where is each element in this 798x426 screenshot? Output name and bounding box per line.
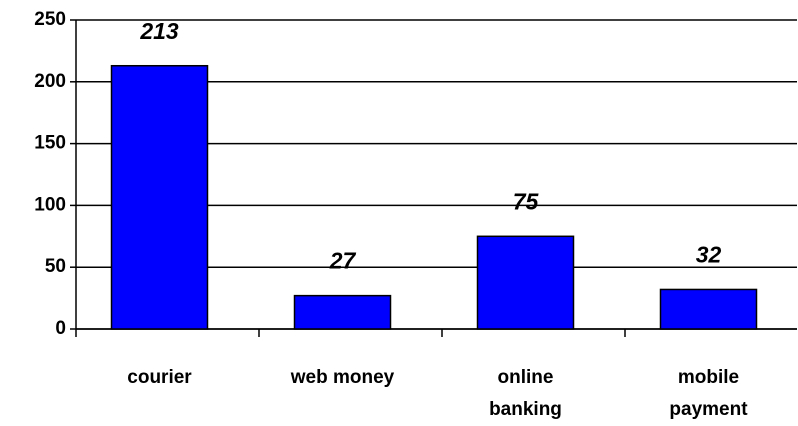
value-label: 75 [513, 188, 540, 214]
bar [659, 288, 758, 330]
x-tick-label: web money [290, 367, 395, 388]
y-tick-label: 50 [45, 256, 66, 277]
x-tick-label: courier [127, 367, 192, 388]
x-tick-label: online banking [489, 367, 562, 420]
value-label: 213 [139, 18, 179, 44]
y-tick-label: 100 [34, 194, 66, 215]
y-tick-label: 0 [55, 318, 66, 339]
y-tick-label: 250 [34, 9, 66, 30]
bar [110, 64, 209, 330]
y-tick-label: 200 [34, 71, 66, 92]
value-label: 27 [329, 248, 357, 274]
value-label: 32 [696, 242, 722, 268]
y-tick-label: 150 [34, 133, 66, 154]
bar [476, 235, 575, 330]
x-tick-label: mobile payment [669, 367, 748, 420]
bar [293, 294, 392, 330]
